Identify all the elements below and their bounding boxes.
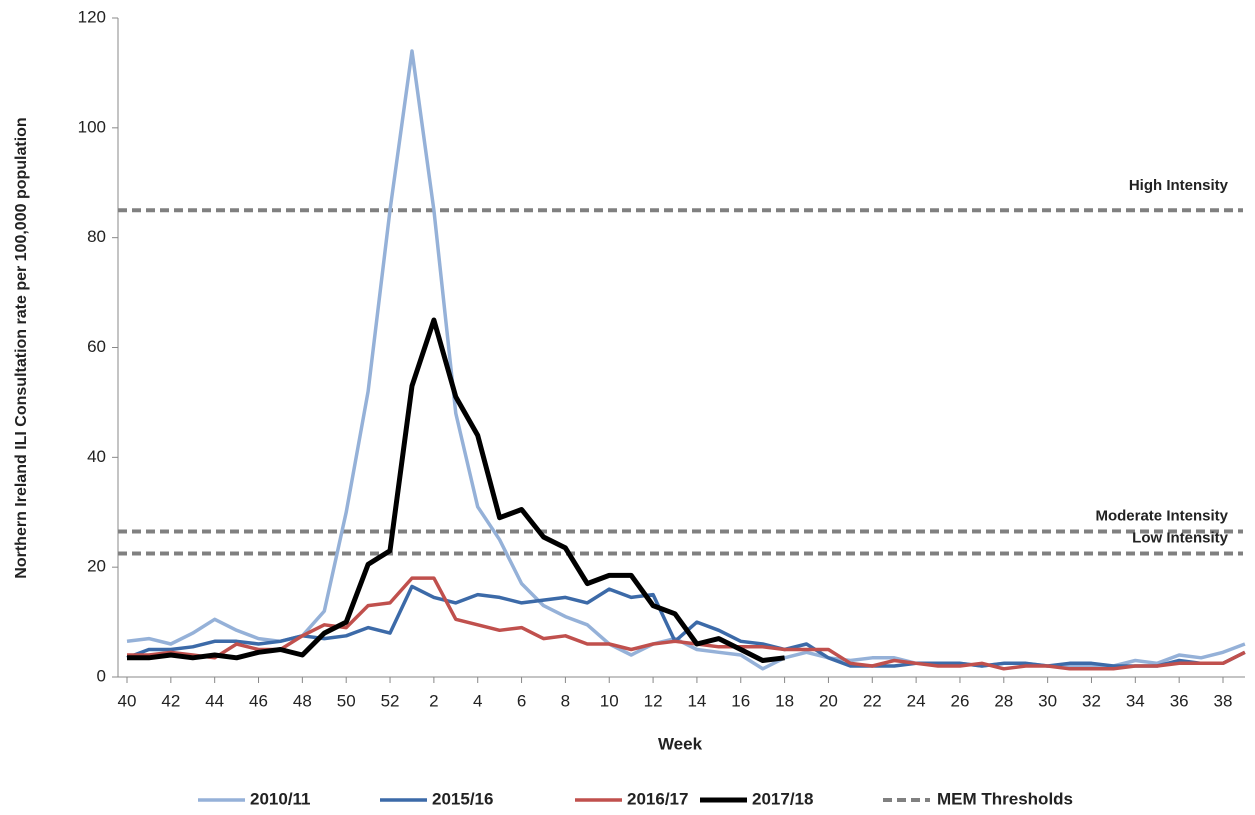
x-tick-label: 52 bbox=[381, 691, 400, 710]
x-tick-label: 22 bbox=[863, 691, 882, 710]
x-tick-label: 26 bbox=[950, 691, 969, 710]
threshold-label: Moderate Intensity bbox=[1095, 507, 1228, 524]
x-tick-label: 36 bbox=[1170, 691, 1189, 710]
x-tick-label: 32 bbox=[1082, 691, 1101, 710]
x-tick-label: 20 bbox=[819, 691, 838, 710]
threshold-label: Low Intensity bbox=[1132, 529, 1228, 546]
legend-label: 2015/16 bbox=[432, 789, 493, 808]
x-tick-label: 34 bbox=[1126, 691, 1145, 710]
y-tick-label: 40 bbox=[87, 447, 106, 466]
series-line bbox=[127, 576, 1246, 671]
x-tick-label: 18 bbox=[775, 691, 794, 710]
legend-label: 2016/17 bbox=[627, 789, 688, 808]
x-tick-label: 12 bbox=[644, 691, 663, 710]
x-tick-label: 42 bbox=[161, 691, 180, 710]
x-tick-label: 24 bbox=[907, 691, 926, 710]
y-tick-label: 20 bbox=[87, 557, 106, 576]
threshold-label: High Intensity bbox=[1129, 177, 1229, 194]
legend-label: MEM Thresholds bbox=[937, 789, 1073, 808]
y-tick-label: 100 bbox=[78, 117, 106, 136]
x-tick-label: 30 bbox=[1038, 691, 1057, 710]
x-tick-label: 10 bbox=[600, 691, 619, 710]
y-tick-label: 60 bbox=[87, 337, 106, 356]
x-tick-label: 40 bbox=[118, 691, 137, 710]
x-tick-label: 38 bbox=[1214, 691, 1233, 710]
series-line bbox=[127, 317, 785, 663]
legend-label: 2010/11 bbox=[250, 789, 311, 808]
x-tick-label: 4 bbox=[473, 691, 482, 710]
x-tick-label: 48 bbox=[293, 691, 312, 710]
x-tick-label: 2 bbox=[429, 691, 438, 710]
x-tick-label: 46 bbox=[249, 691, 268, 710]
legend-label: 2017/18 bbox=[752, 789, 813, 808]
x-tick-label: 14 bbox=[687, 691, 706, 710]
y-tick-label: 120 bbox=[78, 7, 106, 26]
y-tick-label: 0 bbox=[97, 666, 106, 685]
x-tick-label: 50 bbox=[337, 691, 356, 710]
x-tick-label: 8 bbox=[561, 691, 570, 710]
y-tick-label: 80 bbox=[87, 227, 106, 246]
x-tick-label: 6 bbox=[517, 691, 526, 710]
series-line bbox=[126, 49, 1246, 671]
x-tick-label: 44 bbox=[205, 691, 224, 710]
y-axis-label: Northern Ireland ILI Consultation rate p… bbox=[13, 117, 30, 578]
x-axis-label: Week bbox=[658, 734, 703, 753]
x-tick-label: 16 bbox=[731, 691, 750, 710]
x-tick-label: 28 bbox=[994, 691, 1013, 710]
